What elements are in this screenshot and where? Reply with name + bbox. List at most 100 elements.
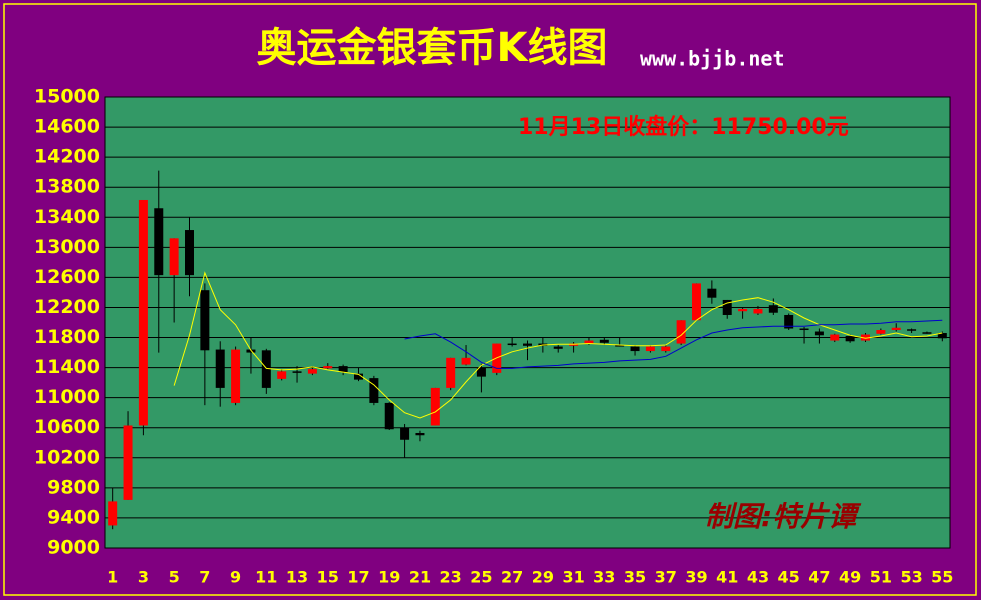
x-tick-label: 1 <box>107 568 118 587</box>
x-tick-label: 13 <box>286 568 308 587</box>
candle-body <box>676 320 686 344</box>
candle-body <box>292 371 302 373</box>
site-url: www.bjjb.net <box>640 47 785 71</box>
candle-body <box>307 369 317 374</box>
y-tick-label: 11400 <box>34 356 100 378</box>
candle-body <box>784 314 794 329</box>
frame <box>3 3 977 596</box>
x-tick-label: 41 <box>716 568 738 587</box>
candle-body <box>937 333 947 339</box>
y-tick-label: 11800 <box>34 326 100 348</box>
y-tick-label: 14600 <box>34 116 100 138</box>
candle-body <box>738 308 748 312</box>
x-tick-label: 43 <box>747 568 769 587</box>
candle-body <box>753 308 763 314</box>
candle-body <box>507 343 517 346</box>
chart-title: 奥运金银套币K线图 <box>257 25 608 71</box>
candle-body <box>185 230 194 276</box>
y-tick-label: 13000 <box>34 236 100 258</box>
y-tick-label: 12200 <box>34 296 100 318</box>
x-tick-label: 33 <box>593 568 615 587</box>
candle-body <box>907 329 917 331</box>
candle-body <box>369 378 379 403</box>
candle-body <box>430 387 440 426</box>
x-tick-label: 7 <box>199 568 210 587</box>
candle-body <box>108 501 118 526</box>
x-tick-label: 3 <box>138 568 149 587</box>
y-tick-label: 10600 <box>34 416 100 438</box>
y-tick-label: 13400 <box>34 206 100 228</box>
x-tick-label: 49 <box>839 568 861 587</box>
candle-body <box>200 290 210 351</box>
candle-body <box>922 332 932 334</box>
x-tick-label: 47 <box>808 568 830 587</box>
candle-body <box>830 334 840 341</box>
candle-body <box>891 327 901 331</box>
y-tick-label: 10200 <box>34 446 100 468</box>
candle-body <box>523 343 532 346</box>
x-tick-label: 45 <box>778 568 800 587</box>
x-tick-label: 51 <box>870 568 892 587</box>
candle-body <box>154 208 164 276</box>
candle-body <box>768 305 778 313</box>
candle-body <box>722 299 732 315</box>
candle-body <box>461 357 471 365</box>
x-tick-label: 23 <box>440 568 462 587</box>
candle-body <box>338 366 348 373</box>
y-tick-label: 9800 <box>47 476 100 498</box>
moving-average-line <box>404 319 943 369</box>
candle-body <box>400 427 410 440</box>
x-tick-label: 39 <box>685 568 707 587</box>
candle-body <box>384 402 394 430</box>
x-tick-label: 35 <box>624 568 646 587</box>
y-tick-label: 11000 <box>34 386 100 408</box>
candle-body <box>692 283 701 321</box>
x-tick-label: 53 <box>900 568 922 587</box>
candle-body <box>354 373 363 380</box>
x-tick-label: 31 <box>562 568 584 587</box>
y-tick-label: 14200 <box>34 146 100 168</box>
y-tick-label: 13800 <box>34 176 100 198</box>
candle-body <box>323 366 333 369</box>
annotation: 11月13日收盘价：11750.00元 <box>518 114 849 140</box>
x-tick-label: 11 <box>255 568 277 587</box>
plot-area <box>104 96 951 549</box>
candle-body <box>261 350 271 388</box>
candle-body <box>845 336 855 342</box>
x-tick-label: 21 <box>409 568 431 587</box>
candle-body <box>277 371 287 379</box>
x-tick-label: 9 <box>230 568 241 587</box>
y-tick-label: 9000 <box>47 537 100 559</box>
candle-body <box>615 345 625 347</box>
x-tick-label: 17 <box>347 568 369 587</box>
candle-body <box>584 340 594 344</box>
watermark: 制图:特片谭 <box>705 500 862 533</box>
candle-body <box>876 330 886 334</box>
candle-body <box>799 328 809 331</box>
x-tick-label: 27 <box>501 568 523 587</box>
x-tick-label: 37 <box>655 568 677 587</box>
candle-body <box>446 357 456 388</box>
candle-body <box>476 367 486 377</box>
candle-body <box>661 346 671 352</box>
candle-body <box>553 346 563 349</box>
candle-body <box>123 425 133 500</box>
candle-body <box>630 346 640 352</box>
y-tick-label: 12600 <box>34 266 100 288</box>
candle-body <box>169 238 179 276</box>
moving-average-line <box>173 271 943 419</box>
candle-body <box>231 349 241 403</box>
y-tick-label: 9400 <box>47 506 100 528</box>
candle-body <box>861 334 870 341</box>
candle-body <box>707 288 717 298</box>
candle-body <box>814 331 824 336</box>
candle-body <box>645 346 655 352</box>
x-tick-label: 5 <box>169 568 180 587</box>
candle-body <box>415 432 425 436</box>
candle-body <box>138 199 148 426</box>
x-tick-label: 25 <box>470 568 492 587</box>
candle-body <box>215 349 225 388</box>
x-tick-label: 29 <box>532 568 554 587</box>
